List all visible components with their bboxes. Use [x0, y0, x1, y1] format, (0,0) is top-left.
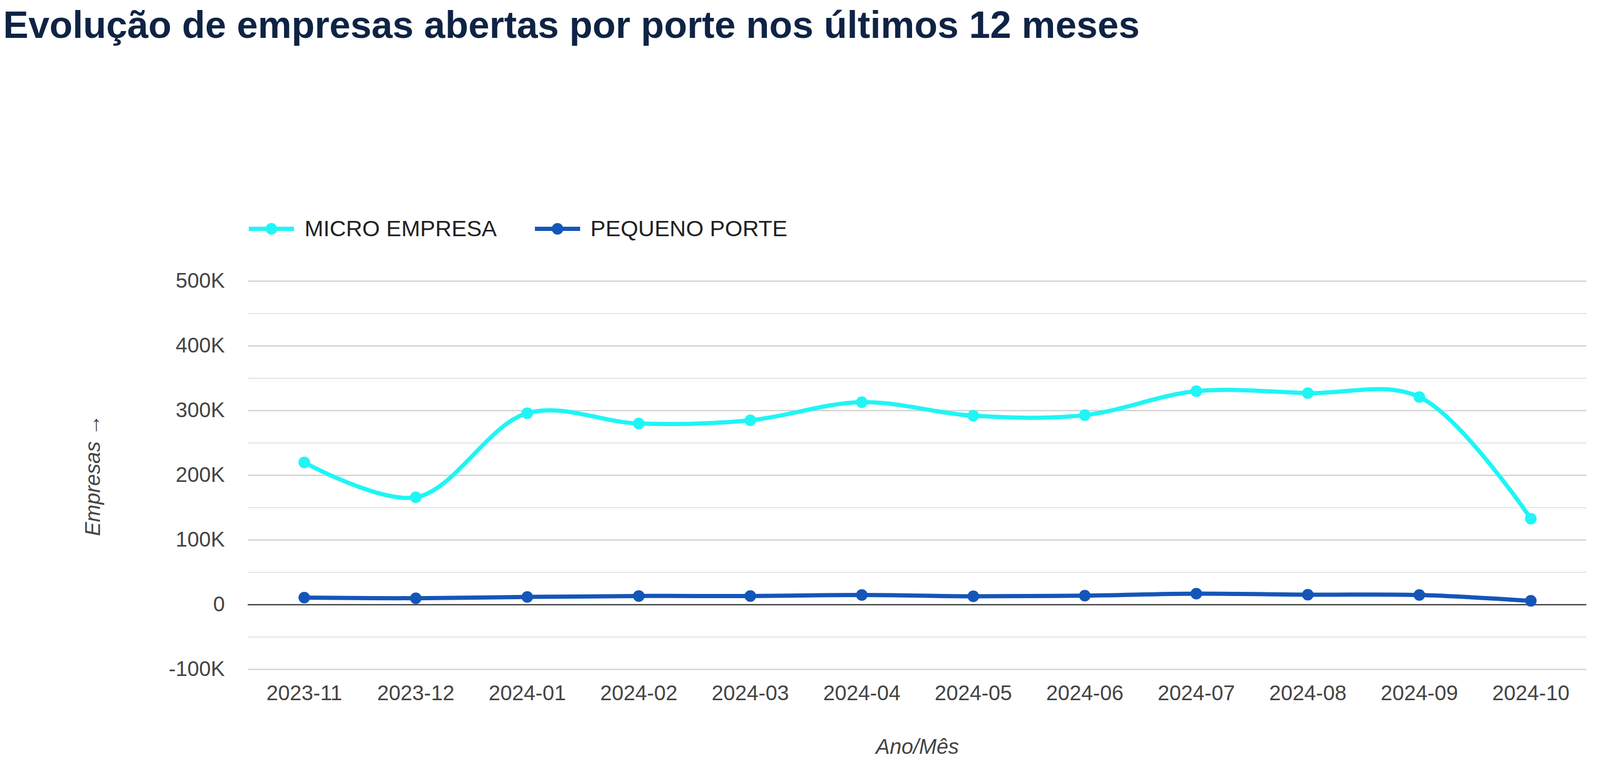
svg-text:2024-03: 2024-03	[711, 681, 789, 705]
html-text:PEQUENO PORTE: PEQUENO PORTE	[590, 215, 788, 241]
svg-text:2024-06: 2024-06	[1046, 681, 1124, 705]
svg-text:2024-01: 2024-01	[488, 681, 566, 705]
svg-text:200K: 200K	[175, 462, 226, 486]
svg-text:2023-11: 2023-11	[266, 681, 343, 705]
svg-text:2024-05: 2024-05	[934, 681, 1012, 705]
svg-text:400K: 400K	[175, 333, 226, 357]
html-text:Evolução de empresas abertas p: Evolução de empresas abertas por porte n…	[3, 3, 1140, 46]
svg-text:-100K: -100K	[168, 656, 226, 681]
svg-text:2024-10: 2024-10	[1492, 681, 1570, 705]
html-text:MICRO EMPRESA: MICRO EMPRESA	[304, 215, 497, 241]
svg-text:2024-04: 2024-04	[823, 681, 901, 705]
svg-text:2023-12: 2023-12	[377, 681, 455, 705]
svg-text:0: 0	[213, 592, 225, 616]
svg-text:Ano/Mês: Ano/Mês	[874, 734, 959, 758]
svg-text:2024-02: 2024-02	[600, 681, 678, 705]
svg-text:2024-09: 2024-09	[1380, 681, 1458, 705]
svg-text:500K: 500K	[175, 268, 226, 292]
svg-text:300K: 300K	[175, 398, 226, 422]
svg-text:2024-08: 2024-08	[1269, 681, 1347, 705]
svg-text:Empresas →: Empresas →	[80, 414, 105, 536]
svg-text:2024-07: 2024-07	[1157, 681, 1235, 705]
svg-text:100K: 100K	[175, 527, 226, 551]
